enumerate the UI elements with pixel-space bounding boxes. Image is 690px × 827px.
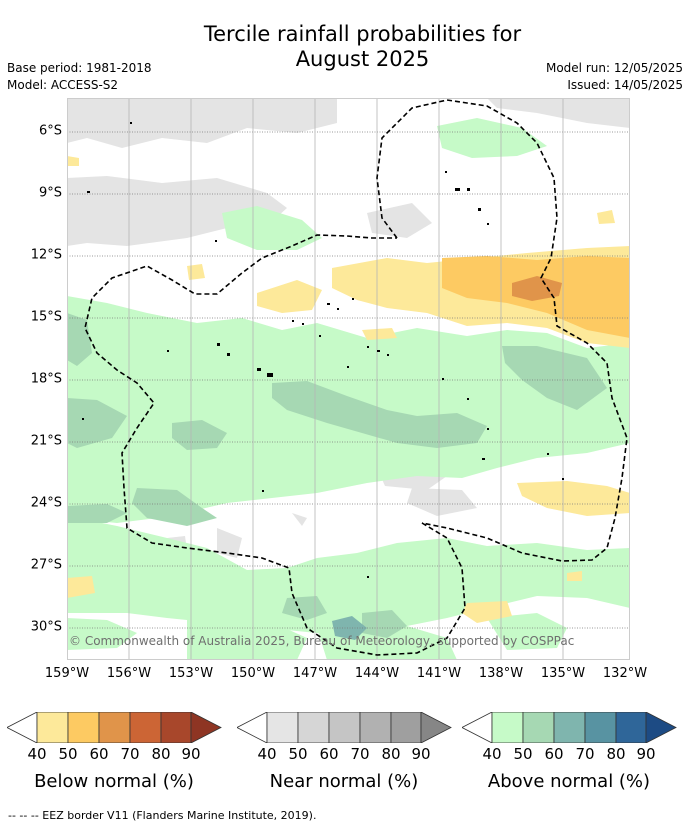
lon-label-144w: 144°W (354, 666, 400, 681)
lon-label-147w: 147°W (292, 666, 338, 681)
near-normal-caption: Near normal (%) (269, 771, 419, 792)
eez-borders (84, 99, 628, 656)
map-frame (67, 98, 630, 660)
lon-label-153w: 153°W (168, 666, 214, 681)
near-tick-50: 50 (288, 745, 308, 763)
issued-text: Issued: 14/05/2025 (567, 78, 683, 92)
near-swatch-2 (297, 712, 330, 743)
near-tick-90: 90 (411, 745, 431, 763)
lon-label-141w: 141°W (416, 666, 462, 681)
below-swatch-3 (98, 712, 131, 743)
lat-label-6s: 6°S (38, 123, 62, 139)
lon-label-135w: 135°W (540, 666, 586, 681)
near-swatch-4 (359, 712, 392, 743)
near-swatch-3 (328, 712, 361, 743)
meta-left: Base period: 1981-2018 Model: ACCESS-S2 (7, 60, 152, 94)
near-tick-40: 40 (257, 745, 277, 763)
below-tick-50: 50 (58, 745, 78, 763)
eez-footnote: -- -- -- EEZ border V11 (Flanders Marine… (8, 809, 317, 822)
above-normal-50-60 (67, 313, 607, 638)
below-tick-80: 80 (151, 745, 171, 763)
above-normal-40-50 (67, 118, 630, 660)
near-swatch-5 (390, 712, 422, 743)
lon-label-138w: 138°W (478, 666, 524, 681)
below-normal-caption: Below normal (%) (34, 771, 194, 792)
above-tick-40: 40 (482, 745, 502, 763)
below-swatch-0 (7, 712, 38, 743)
lat-label-18s: 18°S (30, 371, 62, 387)
above-tick-80: 80 (606, 745, 626, 763)
lat-label-12s: 12°S (30, 247, 62, 263)
lon-label-150w: 150°W (230, 666, 276, 681)
lon-label-132w: 132°W (602, 666, 648, 681)
below-normal-colorbar (7, 712, 222, 743)
meridian-lines (128, 98, 564, 660)
above-tick-60: 60 (544, 745, 564, 763)
meta-right: Model run: 12/05/2025 Issued: 14/05/2025 (546, 60, 683, 94)
above-tick-90: 90 (636, 745, 656, 763)
lat-label-30s: 30°S (30, 619, 62, 635)
above-swatch-4 (584, 712, 617, 743)
chart-title: Tercile rainfall probabilities for Augus… (203, 22, 522, 71)
above-normal-colorbar (462, 712, 677, 743)
lat-label-27s: 27°S (30, 557, 62, 573)
below-tick-70: 70 (120, 745, 140, 763)
below-normal-60-70 (512, 276, 562, 301)
islands (82, 122, 564, 578)
lat-label-15s: 15°S (30, 309, 62, 325)
near-swatch-1 (266, 712, 299, 743)
above-normal-caption: Above normal (%) (487, 771, 651, 792)
lat-label-24s: 24°S (30, 495, 62, 511)
near-tick-70: 70 (350, 745, 370, 763)
lon-label-156w: 156°W (106, 666, 152, 681)
lat-label-21s: 21°S (30, 433, 62, 449)
above-swatch-0 (462, 712, 493, 743)
near-tick-80: 80 (381, 745, 401, 763)
copyright-text: © Commonwealth of Australia 2025, Bureau… (69, 634, 574, 648)
below-swatch-1 (36, 712, 69, 743)
above-swatch-3 (553, 712, 586, 743)
below-swatch-4 (129, 712, 162, 743)
above-tick-50: 50 (513, 745, 533, 763)
lat-label-9s: 9°S (38, 185, 62, 201)
below-tick-60: 60 (89, 745, 109, 763)
near-swatch-0 (237, 712, 268, 743)
model-text: Model: ACCESS-S2 (7, 78, 119, 92)
probability-map: © Commonwealth of Australia 2025, Bureau… (67, 98, 630, 660)
above-tick-70: 70 (575, 745, 595, 763)
near-tick-60: 60 (319, 745, 339, 763)
model-run-text: Model run: 12/05/2025 (545, 61, 683, 75)
above-swatch-6 (645, 712, 677, 743)
lon-label-159w: 159°W (44, 666, 90, 681)
near-normal-colorbar (237, 712, 452, 743)
below-swatch-6 (190, 712, 222, 743)
above-swatch-1 (491, 712, 524, 743)
below-swatch-2 (67, 712, 100, 743)
base-period-text: Base period: 1981-2018 (7, 61, 152, 75)
below-tick-90: 90 (181, 745, 201, 763)
above-swatch-2 (522, 712, 555, 743)
near-swatch-6 (420, 712, 452, 743)
below-tick-40: 40 (27, 745, 47, 763)
below-swatch-5 (160, 712, 192, 743)
above-swatch-5 (615, 712, 647, 743)
